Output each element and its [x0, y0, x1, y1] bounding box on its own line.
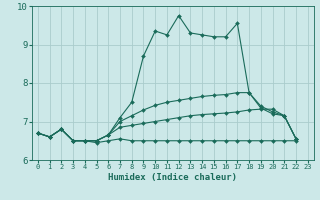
- X-axis label: Humidex (Indice chaleur): Humidex (Indice chaleur): [108, 173, 237, 182]
